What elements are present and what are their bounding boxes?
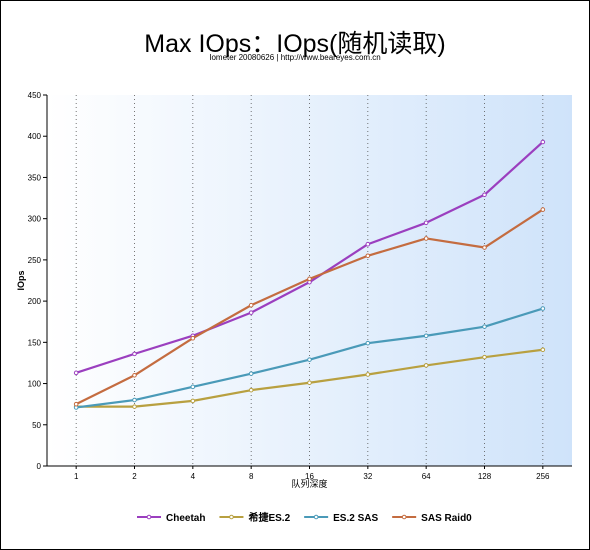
legend-label: Cheetah: [166, 513, 205, 524]
y-tick-label: 250: [28, 256, 42, 265]
legend-item: 希捷ES.2: [219, 511, 291, 524]
data-point: [540, 207, 546, 212]
legend-item: Cheetah: [137, 513, 205, 524]
series-ES.2 SAS: [73, 306, 546, 410]
data-point: [482, 192, 487, 198]
data-point: [423, 363, 429, 368]
legend-item: ES.2 SAS: [304, 513, 378, 524]
y-tick-label: 300: [28, 215, 42, 224]
data-point: [307, 276, 312, 282]
series-希捷ES.2: [73, 347, 546, 409]
data-point: [132, 351, 137, 357]
data-point: [307, 357, 312, 362]
data-point: [365, 253, 371, 259]
data-point: [365, 241, 371, 247]
data-point: [482, 245, 487, 250]
y-tick-label: 0: [37, 462, 42, 471]
data-point: [307, 380, 312, 386]
data-point: [73, 370, 79, 376]
legend-marker: [146, 514, 152, 520]
legend-label: ES.2 SAS: [333, 513, 378, 524]
x-tick-label: 64: [422, 472, 431, 481]
y-tick-label: 50: [32, 421, 41, 430]
data-point: [73, 401, 79, 407]
series-Cheetah: [73, 139, 546, 376]
y-tick-label: 350: [28, 173, 42, 182]
legend-marker: [229, 514, 234, 520]
data-point: [248, 371, 254, 376]
data-point: [482, 324, 487, 329]
data-point: [132, 404, 137, 409]
y-tick-label: 100: [28, 380, 42, 389]
x-axis-title: 队列深度: [291, 478, 327, 489]
data-point: [190, 398, 196, 404]
x-tick-label: 8: [249, 472, 254, 481]
data-point: [132, 373, 137, 378]
data-point: [482, 354, 487, 360]
x-tick-label: 2: [132, 472, 137, 481]
chart-title: Max IOps：IOps(随机读取): [144, 30, 446, 58]
data-point: [423, 220, 429, 226]
data-point: [365, 372, 371, 377]
y-tick-label: 150: [28, 338, 42, 347]
legend-marker: [401, 514, 407, 520]
series-SAS Raid0: [73, 207, 546, 407]
legend-label: 希捷ES.2: [247, 511, 290, 524]
data-point: [423, 333, 429, 339]
x-tick-label: 1: [74, 472, 79, 481]
x-tick-label: 32: [363, 472, 372, 481]
data-point: [540, 347, 546, 353]
data-point: [540, 306, 546, 311]
x-tick-label: 16: [305, 472, 314, 481]
x-tick-label: 256: [536, 472, 550, 481]
y-tick-label: 400: [28, 132, 42, 141]
chart-subtitle: Iometer 20080626 | http://www.beareyes.c…: [209, 53, 381, 62]
data-point: [190, 384, 196, 390]
y-tick-label: 200: [28, 297, 42, 306]
data-point: [132, 397, 137, 403]
legend-label: SAS Raid0: [421, 513, 472, 524]
legend-item: SAS Raid0: [392, 513, 472, 524]
y-tick-label: 450: [28, 91, 42, 100]
data-point: [190, 335, 196, 341]
legend-marker: [313, 514, 319, 520]
data-point: [248, 387, 254, 393]
y-axis-title: IOps: [16, 270, 26, 290]
data-point: [423, 236, 429, 241]
x-tick-label: 4: [191, 472, 196, 481]
data-point: [365, 340, 371, 346]
data-point: [248, 310, 254, 315]
data-point: [248, 302, 254, 308]
data-point: [540, 139, 546, 145]
x-tick-label: 128: [478, 472, 492, 481]
